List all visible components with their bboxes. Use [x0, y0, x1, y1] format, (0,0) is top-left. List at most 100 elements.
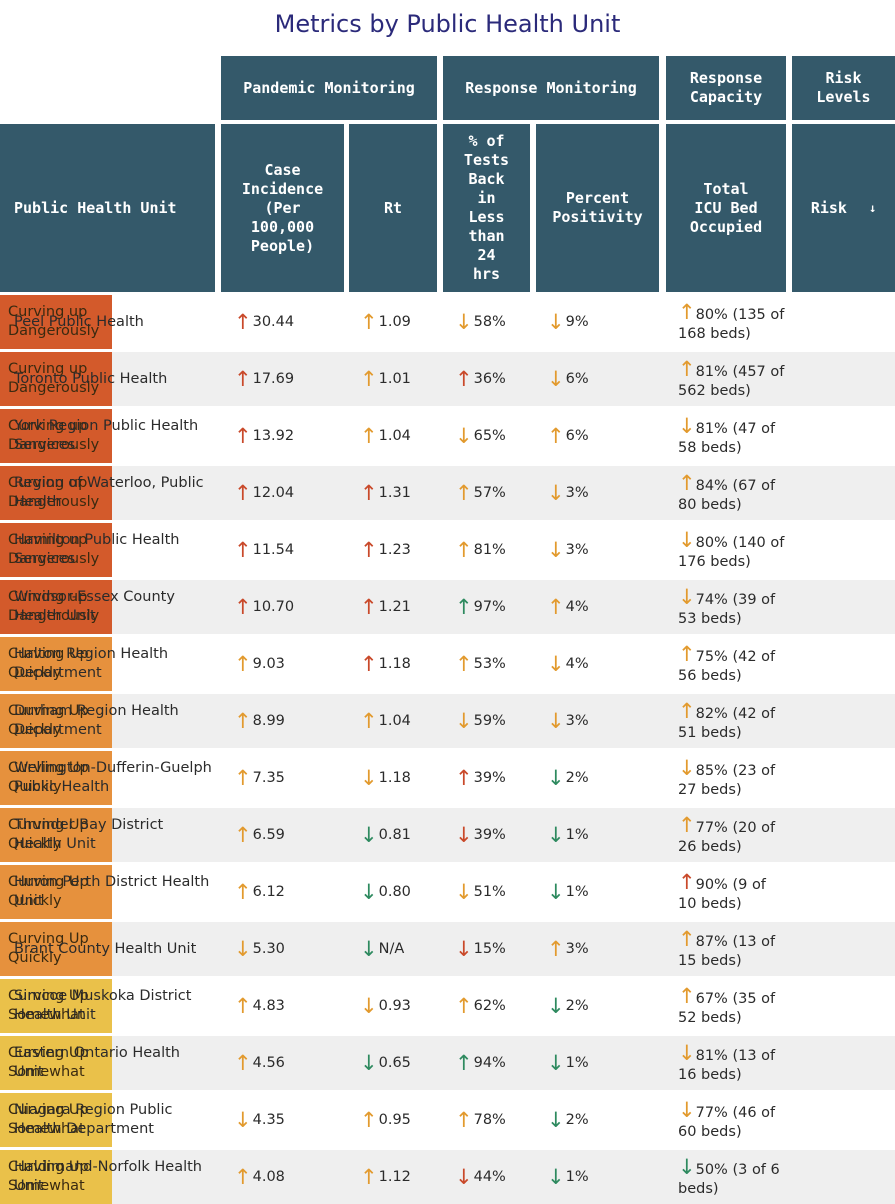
cell-incidence: ↑ 30.44 — [234, 295, 294, 349]
cell-incidence-value: 4.08 — [252, 1168, 285, 1185]
cell-rt: ↓ 0.65 — [360, 1036, 411, 1090]
cell-positivity: ↓ 2% — [547, 979, 589, 1033]
cell-tests-value: 81% — [473, 541, 506, 558]
column-header-risk[interactable]: Risk ↓ — [792, 124, 895, 292]
trend-up-arrow-icon: ↑ — [678, 813, 696, 837]
cell-icu-occupied: ↓81% (47 of 58 beds) — [678, 409, 786, 463]
column-header-rt[interactable]: Rt — [349, 124, 437, 292]
risk-badge: Curving up Dangerously — [0, 580, 112, 634]
cell-incidence: ↑ 4.83 — [234, 979, 285, 1033]
cell-incidence: ↑ 6.12 — [234, 865, 285, 919]
trend-up-arrow-icon: ↑ — [234, 651, 252, 676]
trend-up-arrow-icon: ↑ — [234, 822, 252, 847]
table-row: Halton Region Health Department ↑ 9.03 ↑ 1.1… — [0, 637, 895, 691]
cell-icu-value: 67% (35 of 52 beds) — [678, 991, 776, 1026]
cell-rt: ↑ 1.31 — [360, 466, 411, 520]
cell-icu-occupied: ↓74% (39 of 53 beds) — [678, 580, 786, 634]
cell-tests: ↑ 81% — [455, 523, 506, 577]
trend-down-arrow-icon: ↓ — [234, 1107, 252, 1132]
cell-tests: ↑ 39% — [455, 751, 506, 805]
cell-tests: ↑ 94% — [455, 1036, 506, 1090]
cell-positivity-value: 1% — [565, 1168, 589, 1185]
column-header-icu[interactable]: Total ICU Bed Occupied — [666, 124, 786, 292]
cell-positivity: ↓ 9% — [547, 295, 589, 349]
cell-tests: ↑ 78% — [455, 1093, 506, 1147]
cell-public-health-unit: Toronto Public Health — [14, 370, 168, 387]
trend-down-arrow-icon: ↓ — [547, 1050, 565, 1075]
cell-tests: ↓ 39% — [455, 808, 506, 862]
cell-incidence-value: 8.99 — [252, 712, 285, 729]
trend-up-arrow-icon: ↑ — [455, 1050, 473, 1075]
trend-down-arrow-icon: ↓ — [455, 708, 473, 733]
trend-up-arrow-icon: ↑ — [360, 537, 378, 562]
column-header-incidence[interactable]: Case Incidence (Per 100,000 People) — [221, 124, 344, 292]
cell-icu-occupied: ↓81% (13 of 16 beds) — [678, 1036, 786, 1090]
trend-down-arrow-icon: ↓ — [360, 765, 378, 790]
table-row: Toronto Public Health ↑ 17.69 ↑ 1.01 ↑ 36% ↓ 6% ↑… — [0, 352, 895, 406]
trend-down-arrow-icon: ↓ — [360, 993, 378, 1018]
cell-rt: ↓ 1.18 — [360, 751, 411, 805]
cell-icu-value: 75% (42 of 56 beds) — [678, 649, 776, 684]
trend-down-arrow-icon: ↓ — [678, 414, 696, 438]
cell-incidence: ↑ 12.04 — [234, 466, 294, 520]
trend-up-arrow-icon: ↑ — [360, 309, 378, 334]
cell-incidence: ↑ 6.59 — [234, 808, 285, 862]
cell-positivity-value: 2% — [565, 1111, 589, 1128]
cell-incidence-value: 7.35 — [252, 769, 285, 786]
cell-incidence: ↑ 4.08 — [234, 1150, 285, 1204]
trend-down-arrow-icon: ↓ — [547, 366, 565, 391]
cell-incidence-value: 17.69 — [252, 370, 295, 387]
trend-down-arrow-icon: ↓ — [234, 936, 252, 961]
cell-public-health-unit: Brant County Health Unit — [14, 940, 197, 957]
cell-rt-value: N/A — [378, 940, 405, 957]
trend-down-arrow-icon: ↓ — [547, 993, 565, 1018]
trend-down-arrow-icon: ↓ — [547, 537, 565, 562]
sort-arrow-icon[interactable]: ↓ — [868, 200, 877, 215]
trend-down-arrow-icon: ↓ — [455, 822, 473, 847]
cell-incidence-value: 9.03 — [252, 655, 285, 672]
cell-tests: ↑ 36% — [455, 352, 506, 406]
cell-tests-value: 39% — [473, 769, 506, 786]
risk-badge: Curving Up Somewhat — [0, 1150, 112, 1204]
column-header-unit[interactable]: Public Health Unit — [0, 124, 215, 292]
cell-public-health-unit: Hamilton Public Health Services — [14, 532, 180, 567]
cell-rt-value: 1.18 — [378, 655, 411, 672]
table-row: Region of Waterloo, Public Health ↑ 12.04 ↑… — [0, 466, 895, 520]
table-row: Thunder Bay District Health Unit ↑ 6.59 ↓ 0.… — [0, 808, 895, 862]
column-header-tests[interactable]: % of Tests Back in Less than 24 hrs — [443, 124, 530, 292]
cell-positivity-value: 3% — [565, 541, 589, 558]
risk-badge: Curving up Dangerously — [0, 409, 112, 463]
cell-icu-occupied: ↓77% (46 of 60 beds) — [678, 1093, 786, 1147]
cell-rt-value: 1.01 — [378, 370, 411, 387]
cell-incidence: ↑ 10.70 — [234, 580, 294, 634]
trend-up-arrow-icon: ↑ — [678, 357, 696, 381]
cell-rt: ↑ 1.01 — [360, 352, 411, 406]
cell-tests-value: 36% — [473, 370, 506, 387]
cell-tests: ↓ 58% — [455, 295, 506, 349]
cell-icu-value: 80% (140 of 176 beds) — [678, 535, 785, 570]
cell-tests-value: 59% — [473, 712, 506, 729]
cell-icu-occupied: ↑75% (42 of 56 beds) — [678, 637, 786, 691]
cell-incidence-value: 11.54 — [252, 541, 295, 558]
table-row: Peel Public Health ↑ 30.44 ↑ 1.09 ↓ 58% ↓ 9% ↑80%… — [0, 295, 895, 349]
cell-icu-value: 84% (67 of 80 beds) — [678, 478, 776, 513]
risk-badge: Curving up Dangerously — [0, 466, 112, 520]
cell-rt-value: 0.95 — [378, 1111, 411, 1128]
trend-up-arrow-icon: ↑ — [455, 594, 473, 619]
cell-tests: ↑ 62% — [455, 979, 506, 1033]
cell-tests-value: 97% — [473, 598, 506, 615]
trend-up-arrow-icon: ↑ — [234, 480, 252, 505]
cell-incidence-value: 4.56 — [252, 1054, 285, 1071]
trend-up-arrow-icon: ↑ — [455, 651, 473, 676]
cell-tests: ↓ 44% — [455, 1150, 506, 1204]
cell-rt: ↑ 1.09 — [360, 295, 411, 349]
trend-up-arrow-icon: ↑ — [360, 1164, 378, 1189]
trend-down-arrow-icon: ↓ — [360, 822, 378, 847]
column-header-positivity[interactable]: Percent Positivity — [536, 124, 659, 292]
cell-incidence: ↑ 9.03 — [234, 637, 285, 691]
cell-positivity: ↓ 3% — [547, 523, 589, 577]
trend-up-arrow-icon: ↑ — [678, 699, 696, 723]
cell-icu-value: 81% (457 of 562 beds) — [678, 364, 785, 399]
cell-rt: ↑ 0.95 — [360, 1093, 411, 1147]
cell-incidence-value: 6.59 — [252, 826, 285, 843]
